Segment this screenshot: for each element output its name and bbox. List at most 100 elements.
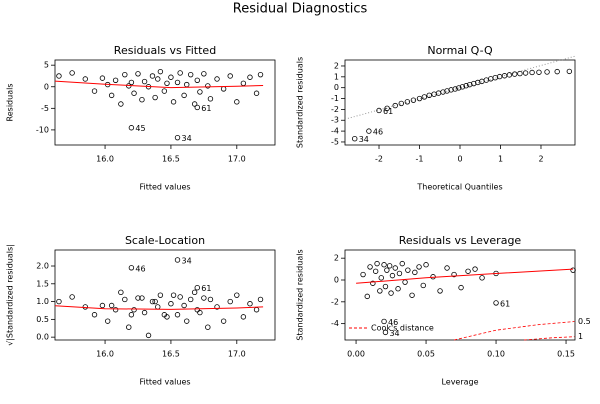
x-axis-label: Fitted values: [139, 183, 190, 192]
point: [164, 80, 170, 86]
reference-line: [344, 55, 576, 120]
y-tick-label: -4: [331, 319, 339, 328]
point: [227, 73, 233, 79]
point: [104, 318, 111, 324]
x-tick-label: -1: [416, 155, 424, 164]
point: [108, 302, 115, 309]
point: [194, 77, 200, 83]
y-tick-label: -3: [331, 116, 339, 125]
point: [161, 88, 168, 94]
y-tick-label: -2: [331, 297, 339, 306]
point: [227, 298, 233, 305]
point: [157, 68, 164, 75]
smooth-line: [356, 268, 574, 284]
point: [197, 309, 203, 316]
point: [465, 268, 471, 274]
point: [112, 307, 119, 313]
point: [69, 70, 75, 76]
point: [91, 88, 98, 94]
point: [194, 285, 200, 291]
panel-title: Residuals vs Fitted: [114, 44, 216, 57]
point: [207, 296, 214, 303]
legend-label: Cook's distance: [371, 324, 434, 333]
point: [381, 318, 387, 325]
point: [168, 74, 174, 80]
point: [177, 70, 183, 76]
point: [56, 298, 62, 305]
point: [177, 294, 183, 300]
point: [247, 74, 253, 80]
point: [82, 304, 88, 310]
point: [377, 288, 383, 294]
point: [181, 92, 187, 99]
point: [128, 79, 135, 86]
point: [257, 296, 264, 303]
point: [152, 298, 158, 305]
x-tick-label: 16.0: [96, 155, 114, 164]
cooks-distance-label: 0.5: [578, 317, 591, 326]
point: [155, 76, 161, 82]
point-label: 61: [201, 284, 211, 293]
point: [360, 271, 366, 278]
point: [141, 309, 148, 316]
plot-frame: [54, 59, 276, 146]
y-tick-label: 0: [334, 83, 339, 92]
point: [191, 101, 198, 107]
x-tick-label: -2: [375, 155, 383, 164]
point: [152, 94, 158, 101]
point: [372, 268, 379, 274]
x-axis-label: Fitted values: [139, 378, 190, 387]
point: [416, 264, 422, 270]
point: [187, 296, 194, 303]
point: [168, 301, 174, 307]
point: [99, 302, 106, 309]
y-tick-label: 5: [44, 61, 49, 70]
point: [554, 68, 560, 75]
point: [157, 292, 164, 298]
point: [451, 271, 457, 278]
point: [544, 69, 550, 75]
point: [170, 292, 177, 298]
point-label: 34: [182, 134, 192, 143]
point-label: 45: [135, 124, 145, 133]
point: [181, 302, 187, 309]
point-label: 46: [388, 318, 398, 327]
x-tick-label: 16.5: [162, 155, 180, 164]
point: [472, 266, 478, 272]
point: [131, 307, 137, 313]
point: [374, 260, 380, 267]
point: [376, 107, 382, 114]
point: [174, 312, 181, 318]
point: [352, 136, 358, 142]
point: [112, 77, 119, 83]
point: [197, 89, 203, 95]
point: [367, 264, 373, 270]
y-tick-label: 0.5: [36, 315, 49, 324]
point: [128, 265, 135, 271]
point: [389, 272, 396, 279]
point: [149, 298, 156, 305]
point: [126, 324, 132, 330]
point: [392, 265, 398, 271]
point-label: 61: [500, 299, 510, 308]
point: [384, 105, 390, 112]
point: [240, 314, 247, 320]
panel-title: Normal Q-Q: [427, 44, 493, 57]
point: [131, 90, 137, 96]
point: [511, 71, 518, 77]
x-tick-label: 16.5: [162, 350, 180, 359]
point: [253, 90, 260, 96]
point: [174, 257, 181, 263]
point: [135, 71, 141, 77]
point: [122, 71, 128, 78]
point-label: 46: [373, 128, 383, 137]
point: [118, 289, 124, 296]
point-label: 61: [383, 107, 393, 116]
point: [145, 332, 152, 339]
point: [164, 314, 170, 320]
point: [517, 70, 523, 77]
cooks-distance-line: [454, 321, 575, 341]
y-tick-label: 2.0: [36, 262, 49, 271]
point: [426, 92, 432, 98]
